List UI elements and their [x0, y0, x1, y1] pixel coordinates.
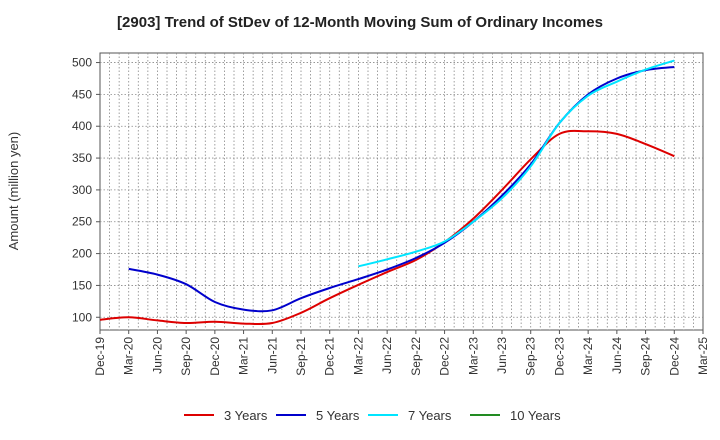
- y-tick-label: 200: [72, 247, 92, 261]
- plot-area: [99, 52, 704, 331]
- x-tick-label: Dec-19: [93, 337, 107, 376]
- x-tick-label: Dec-23: [552, 337, 566, 376]
- legend[interactable]: 3 Years 5 Years 7 Years 10 Years: [184, 408, 561, 423]
- y-axis-label: Amount (million yen): [6, 132, 21, 251]
- legend-label[interactable]: 7 Years: [408, 408, 452, 423]
- y-axis: 100 150 200 250 300 350 400 450 500: [72, 56, 100, 324]
- x-tick-label: Mar-25: [696, 337, 710, 375]
- grid-lines: [100, 53, 703, 330]
- x-tick-label: Sep-23: [524, 337, 538, 376]
- x-tick-label: Dec-22: [438, 337, 452, 376]
- x-tick-label: Jun-23: [495, 337, 509, 374]
- series-lines: [99, 59, 675, 326]
- x-tick-label: Mar-24: [581, 337, 595, 375]
- x-axis: Dec-19 Mar-20 Jun-20 Sep-20 Dec-20 Mar-21 Jun-…: [93, 330, 710, 376]
- legend-label[interactable]: 3 Years: [224, 408, 268, 423]
- x-tick-label: Sep-22: [409, 337, 423, 376]
- x-tick-label: Jun-24: [610, 337, 624, 374]
- x-tick-label: Mar-22: [351, 337, 365, 375]
- x-tick-label: Jun-21: [265, 337, 279, 374]
- x-tick-label: Mar-20: [122, 337, 136, 375]
- x-tick-label: Jun-20: [150, 337, 164, 374]
- x-tick-label: Sep-21: [294, 337, 308, 376]
- x-tick-label: Dec-24: [667, 337, 681, 376]
- y-tick-label: 350: [72, 151, 92, 165]
- series-line-7-years: [358, 59, 675, 268]
- y-tick-label: 250: [72, 215, 92, 229]
- chart-title: [2903] Trend of StDev of 12-Month Moving…: [117, 14, 603, 31]
- y-tick-label: 400: [72, 119, 92, 133]
- x-tick-label: Mar-21: [237, 337, 251, 375]
- x-tick-label: Mar-23: [466, 337, 480, 375]
- x-tick-label: Dec-20: [208, 337, 222, 376]
- y-tick-label: 500: [72, 56, 92, 70]
- series-line-3-years: [99, 129, 675, 326]
- y-tick-label: 450: [72, 87, 92, 101]
- legend-label[interactable]: 5 Years: [316, 408, 360, 423]
- x-tick-label: Sep-24: [639, 337, 653, 376]
- x-tick-label: Jun-22: [380, 337, 394, 374]
- x-tick-label: Sep-20: [179, 337, 193, 376]
- legend-label[interactable]: 10 Years: [510, 408, 561, 423]
- x-tick-label: Dec-21: [323, 337, 337, 376]
- y-tick-label: 300: [72, 183, 92, 197]
- y-tick-label: 100: [72, 310, 92, 324]
- y-tick-label: 150: [72, 278, 92, 292]
